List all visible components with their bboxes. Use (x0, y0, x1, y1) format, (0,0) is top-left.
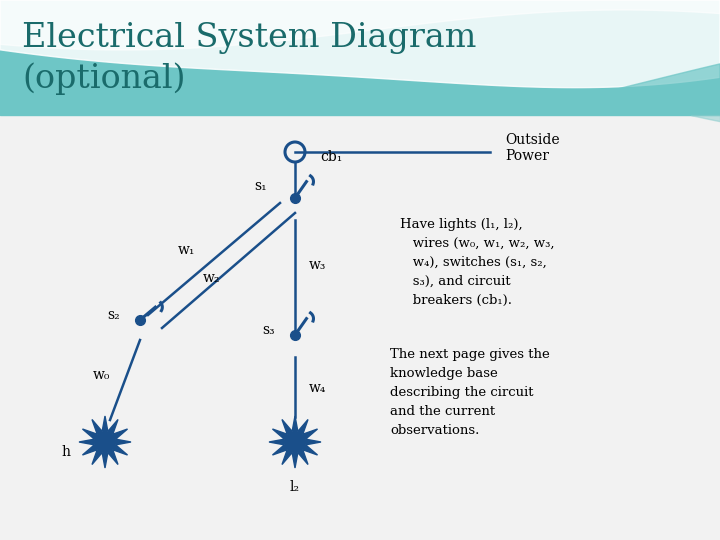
Polygon shape (269, 416, 321, 468)
Text: The next page gives the
knowledge base
describing the circuit
and the current
ob: The next page gives the knowledge base d… (390, 348, 550, 437)
Text: cb₁: cb₁ (320, 150, 342, 164)
Text: w₀: w₀ (93, 368, 110, 382)
Text: s₁: s₁ (254, 179, 267, 193)
Text: w₂: w₂ (202, 271, 220, 285)
Text: (optional): (optional) (22, 62, 186, 94)
Text: Have lights (l₁, l₂),
   wires (w₀, w₁, w₂, w₃,
   w₄), switches (s₁, s₂,
   s₃): Have lights (l₁, l₂), wires (w₀, w₁, w₂,… (400, 218, 554, 307)
Text: h: h (61, 445, 70, 459)
Bar (0, 0, 720, 115)
Text: Electrical System Diagram: Electrical System Diagram (22, 22, 477, 54)
Text: w₄: w₄ (309, 381, 326, 395)
Text: Outside
Power: Outside Power (505, 133, 559, 163)
Text: w₃: w₃ (309, 258, 326, 272)
Text: s₃: s₃ (262, 323, 275, 337)
Text: s₂: s₂ (107, 308, 120, 322)
Text: w₁: w₁ (178, 243, 195, 257)
Text: l₂: l₂ (290, 480, 300, 494)
Polygon shape (79, 416, 131, 468)
